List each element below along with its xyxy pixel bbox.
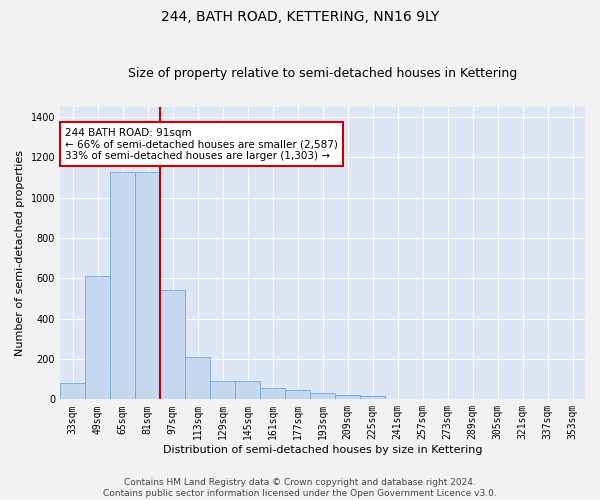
Text: 244, BATH ROAD, KETTERING, NN16 9LY: 244, BATH ROAD, KETTERING, NN16 9LY bbox=[161, 10, 439, 24]
Bar bbox=[185, 357, 210, 400]
Bar bbox=[235, 381, 260, 400]
Text: Contains HM Land Registry data © Crown copyright and database right 2024.
Contai: Contains HM Land Registry data © Crown c… bbox=[103, 478, 497, 498]
Bar bbox=[135, 172, 160, 400]
Bar bbox=[335, 396, 360, 400]
X-axis label: Distribution of semi-detached houses by size in Kettering: Distribution of semi-detached houses by … bbox=[163, 445, 482, 455]
Text: 244 BATH ROAD: 91sqm
← 66% of semi-detached houses are smaller (2,587)
33% of se: 244 BATH ROAD: 91sqm ← 66% of semi-detac… bbox=[65, 128, 338, 160]
Bar bbox=[110, 172, 135, 400]
Bar bbox=[210, 381, 235, 400]
Bar bbox=[285, 390, 310, 400]
Bar bbox=[260, 388, 285, 400]
Bar bbox=[85, 276, 110, 400]
Y-axis label: Number of semi-detached properties: Number of semi-detached properties bbox=[15, 150, 25, 356]
Title: Size of property relative to semi-detached houses in Kettering: Size of property relative to semi-detach… bbox=[128, 66, 517, 80]
Bar bbox=[160, 290, 185, 400]
Bar bbox=[360, 396, 385, 400]
Bar bbox=[310, 394, 335, 400]
Bar bbox=[60, 383, 85, 400]
